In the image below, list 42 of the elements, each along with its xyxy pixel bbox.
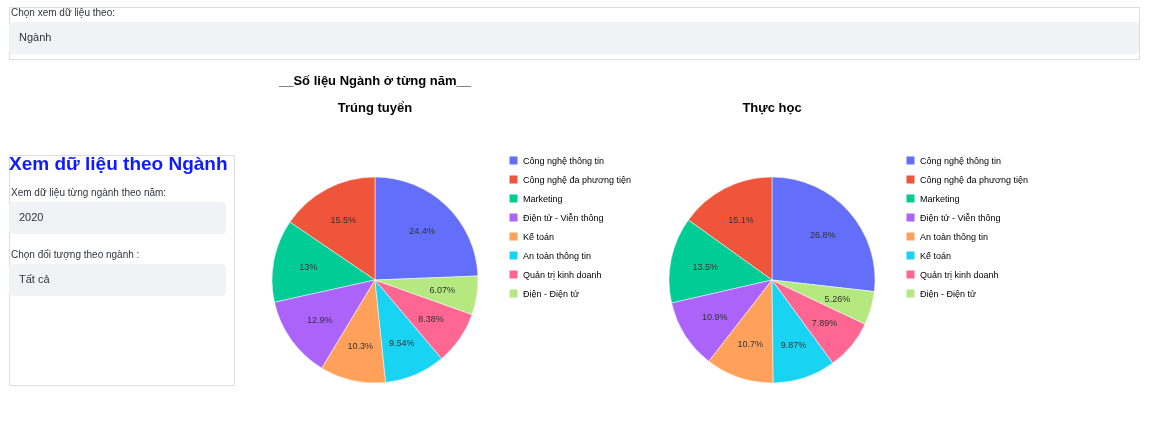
legend-label: Công nghệ thông tin (523, 155, 605, 166)
legend-label: Marketing (920, 193, 960, 204)
legend-label: Marketing (523, 193, 563, 204)
data-label: 7.89% (811, 318, 838, 329)
legend-label: Công nghệ đa phương tiện (920, 174, 1029, 185)
data-label: 13% (299, 262, 318, 273)
data-label: 13.5% (692, 261, 719, 272)
data-label: 10.7% (737, 339, 764, 350)
data-label: 8.38% (418, 313, 444, 324)
data-label: 12.9% (307, 314, 333, 325)
legend-label: Kế toán (523, 231, 555, 242)
legend-label: Công nghệ thông tin (920, 155, 1002, 166)
legend-label: Công nghệ đa phương tiện (523, 174, 632, 185)
legend-label: An toàn thông tin (920, 231, 989, 242)
text: Chọn đối tượng theo ngành : (11, 249, 140, 260)
data-label: 15.5% (330, 214, 356, 225)
chart-title: Thực học (742, 100, 802, 115)
chart-subtitle: Trúng tuyển (337, 100, 413, 115)
chart-title: __Số liệu Ngành ở từng năm__ (277, 73, 472, 88)
text: Xem dữ liệu từng ngành theo năm: (11, 187, 167, 198)
text: 2020 (19, 211, 44, 223)
text: Chọn xem dữ liệu theo: (11, 7, 115, 18)
text: Ngành (19, 31, 52, 43)
data-label: 5.26% (824, 293, 851, 304)
legend-label: An toàn thông tin (523, 250, 592, 261)
legend-label: Quản trị kinh doanh (523, 269, 602, 280)
text: Tất cả (19, 273, 51, 285)
legend-label: Kế toán (920, 250, 952, 261)
legend-label: Điện tử - Viễn thông (523, 212, 604, 223)
text: Xem dữ liệu theo Ngành (9, 153, 228, 174)
data-label: 9.87% (780, 339, 807, 350)
data-label: 15.1% (728, 214, 754, 225)
data-label: 24.4% (409, 225, 435, 236)
legend-label: Điện - Điện tử (920, 288, 977, 299)
data-label: 6.07% (429, 285, 455, 296)
data-label: 10.3% (347, 341, 373, 352)
legend-label: Điện - Điện tử (523, 288, 580, 299)
data-label: 10.9% (701, 311, 728, 322)
data-label: 26.8% (809, 229, 836, 240)
legend-label: Quản trị kinh doanh (920, 269, 999, 280)
data-label: 9.54% (388, 337, 415, 348)
legend-label: Điện tử - Viễn thông (920, 212, 1001, 223)
